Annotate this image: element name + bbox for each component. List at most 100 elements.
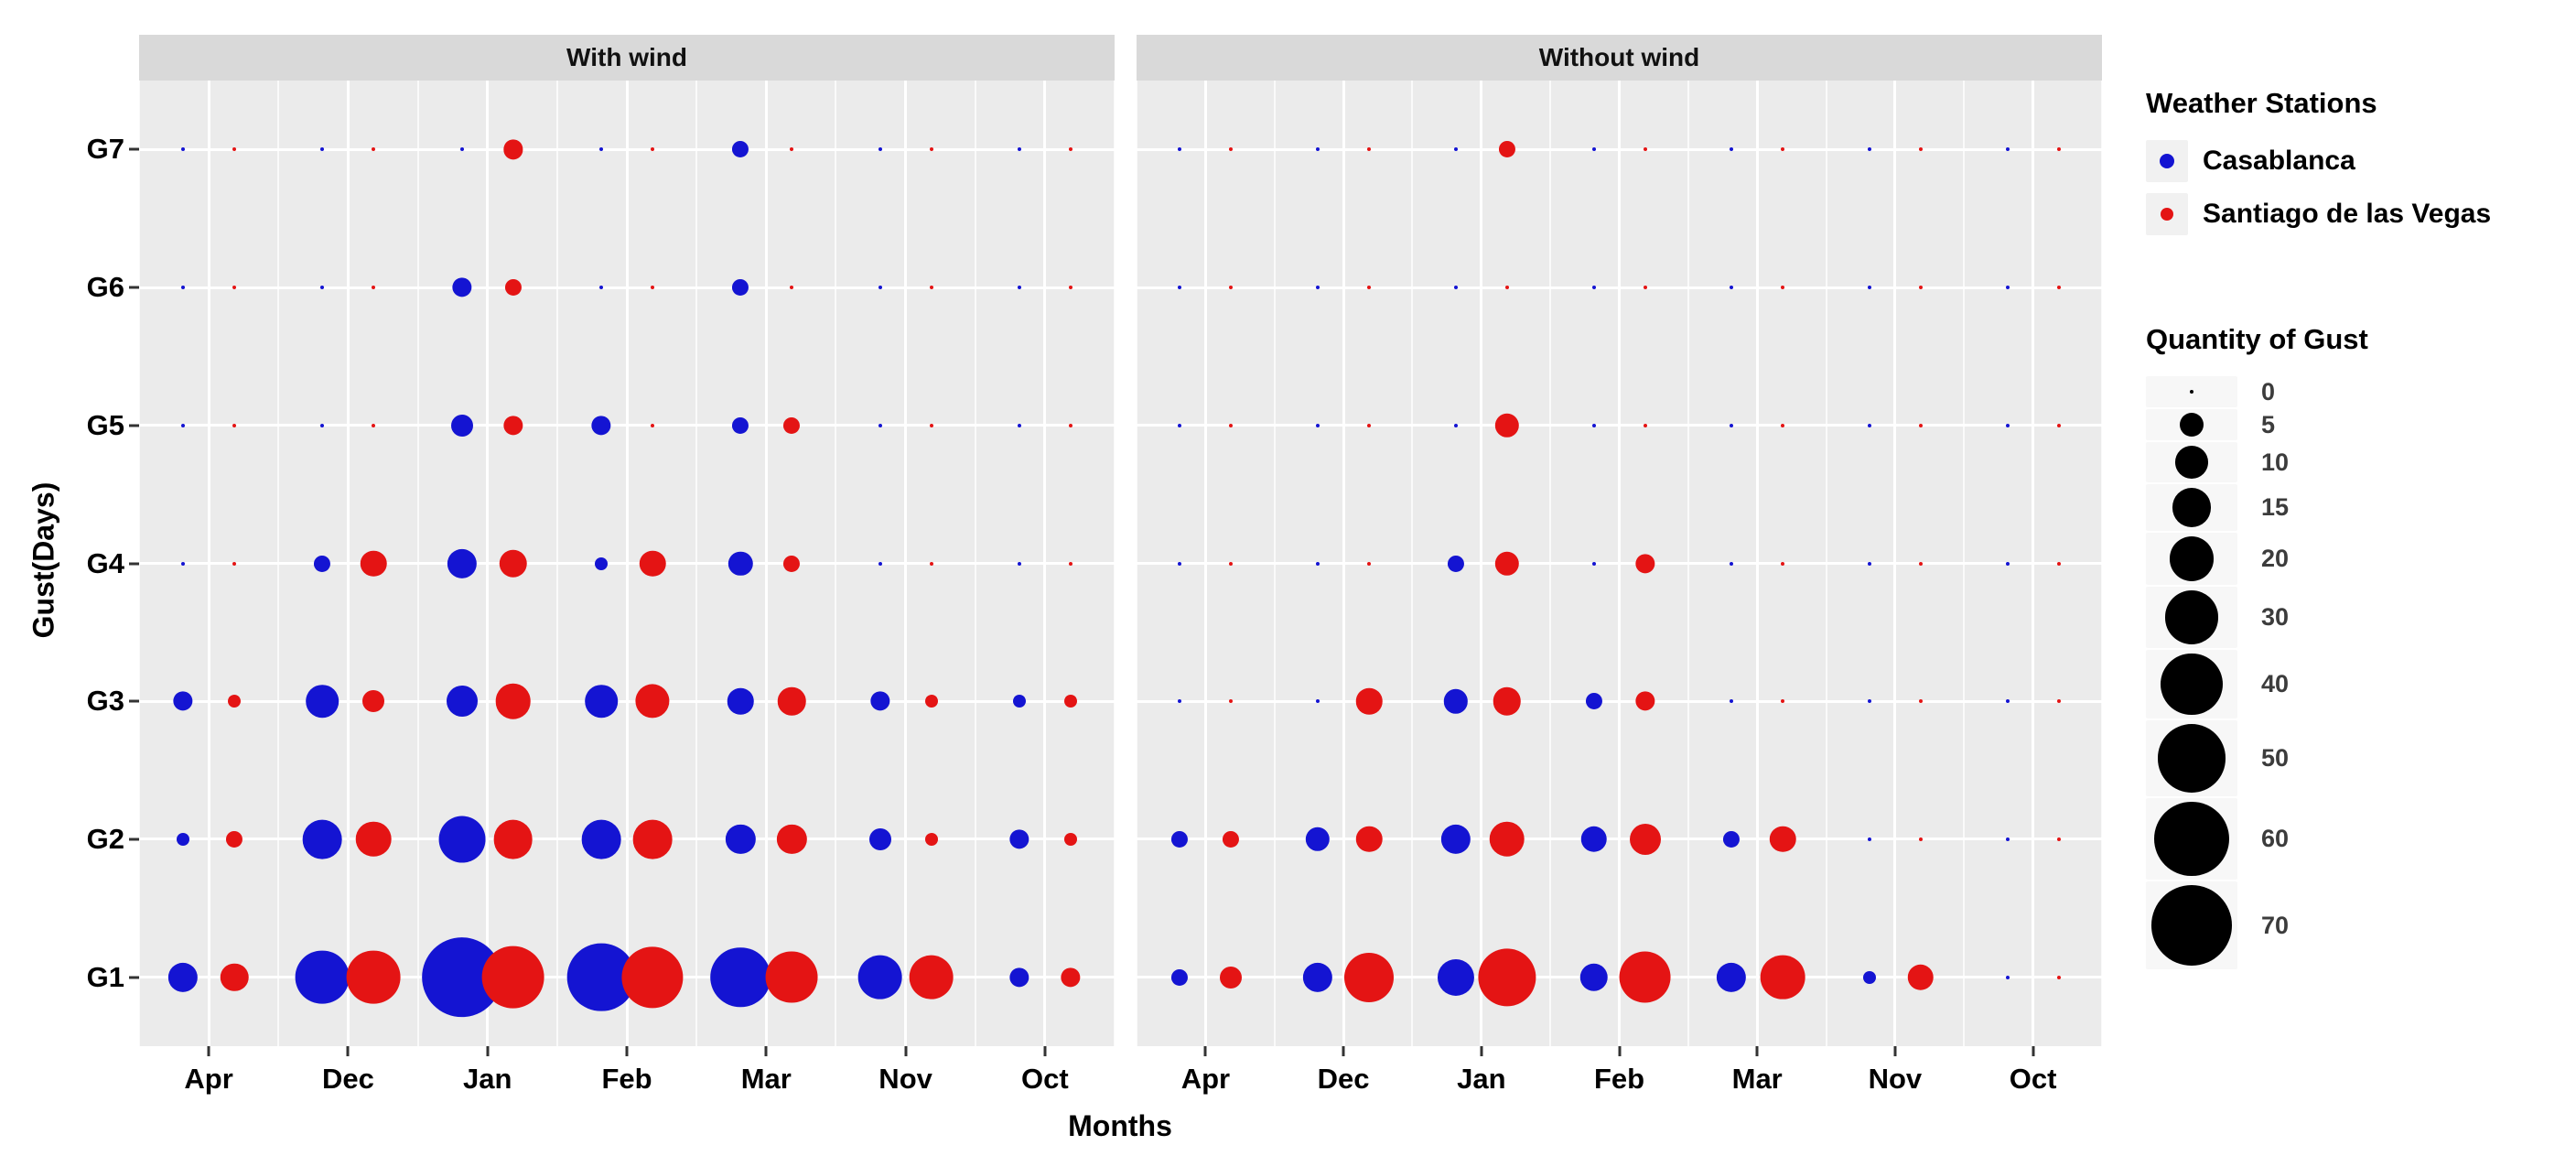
size-circle-icon [2172,488,2212,527]
y-tick-mark [129,424,139,427]
bubble-casablanca [167,962,199,992]
bubble-santiago [1494,551,1519,576]
bubble-santiago [372,423,376,427]
x-tick-label: Oct [1021,1063,1069,1095]
bubble-casablanca [2005,561,2010,566]
bubble-santiago [1918,286,1923,290]
gridline-major-horizontal [139,147,1115,151]
size-legend-key [2146,798,2237,880]
bubble-casablanca [1017,423,1021,427]
bubble-santiago [1918,561,1923,566]
bubble-santiago [220,963,249,991]
bubble-santiago [1229,147,1234,152]
bubble-santiago [924,832,938,846]
bubble-santiago [1068,286,1072,290]
size-circle-icon [2164,590,2219,644]
bubble-santiago [1619,951,1671,1004]
gridline-major-horizontal [1137,562,2102,565]
bubble-santiago [2056,147,2061,152]
x-tick-label: Oct [2009,1063,2057,1095]
bubble-casablanca [2005,286,2010,290]
bubble-santiago [783,416,801,434]
y-tick-mark [129,286,139,289]
bubble-casablanca [869,691,890,711]
bubble-santiago [621,946,684,1009]
facet-strip-label: With wind [566,43,687,71]
x-tick-mark [904,1046,908,1056]
bubble-casablanca [1591,561,1596,566]
bubble-santiago [929,147,933,152]
bubble-casablanca [306,685,340,718]
bubble-casablanca [320,423,325,427]
bubble-santiago [226,830,243,848]
x-tick-mark [625,1046,629,1056]
x-tick-label: Dec [1317,1063,1370,1095]
bubble-santiago [1629,823,1661,855]
bubble-casablanca [450,414,473,437]
y-tick-mark [129,976,139,979]
y-tick-label: G7 [86,133,124,166]
legend-item-casablanca: Casablanca [2146,140,2567,182]
bubble-santiago [1478,948,1536,1007]
bubble-casablanca [1867,699,1871,704]
bubble-casablanca [1585,693,1602,710]
bubble-casablanca [1862,970,1876,984]
bubble-santiago [372,147,376,152]
bubble-casablanca [181,561,186,566]
bubble-santiago [1643,147,1647,152]
bubble-casablanca [732,141,749,158]
y-tick-mark [129,562,139,565]
size-legend-value: 40 [2261,670,2290,697]
legend-item-santiago: Santiago de las Vegas [2146,193,2567,235]
bubble-santiago [361,550,387,577]
x-axis-title: Months [1068,1109,1172,1142]
bubble-santiago [1781,561,1785,566]
bubble-casablanca [320,147,325,152]
x-tick-label: Mar [1731,1063,1783,1095]
size-legend-value: 70 [2261,911,2290,939]
bubble-santiago [1504,286,1509,290]
bubble-santiago [1760,955,1805,1000]
bubble-casablanca [1453,286,1458,290]
bubble-santiago [495,683,531,719]
bubble-casablanca [1171,968,1189,986]
bubble-casablanca [438,816,486,863]
bubble-casablanca [177,832,190,846]
bubble-casablanca [1730,286,1734,290]
bubble-santiago [777,824,807,855]
gridline-major-horizontal [139,562,1115,565]
x-tick-mark [2032,1046,2035,1056]
y-tick-label: G5 [86,408,124,441]
bubble-casablanca [1591,286,1596,290]
x-tick-label: Nov [878,1063,932,1095]
bubble-casablanca [1316,699,1320,704]
bubble-casablanca [181,147,186,152]
x-tick-mark [1043,1046,1047,1056]
bubble-casablanca [1178,561,1182,566]
x-tick-label: Feb [1593,1063,1645,1095]
x-tick-mark [346,1046,350,1056]
bubble-santiago [651,286,654,290]
bubble-casablanca [595,556,608,570]
bubble-santiago [1229,423,1234,427]
bubble-santiago [635,684,670,719]
bubble-santiago [1061,967,1081,988]
size-legend-key [2146,484,2237,531]
bubble-casablanca [1171,830,1189,848]
bubble-santiago [499,549,527,578]
bubble-casablanca [446,686,478,718]
bubble-casablanca [1591,147,1596,152]
bubble-santiago [1367,147,1372,152]
bubble-santiago [1498,141,1515,158]
bubble-santiago [1229,699,1234,704]
plot-panel-with-wind [138,81,1116,1046]
size-legend-row: 5 [2146,409,2567,440]
bubble-casablanca [1316,561,1320,566]
gridline-major-horizontal [139,699,1115,703]
bubble-casablanca [591,416,611,436]
size-circle-icon [2175,446,2208,479]
bubble-casablanca [1867,837,1871,841]
size-legend-key [2146,376,2237,407]
bubble-casablanca [1730,423,1734,427]
bubble-casablanca [1302,962,1333,992]
